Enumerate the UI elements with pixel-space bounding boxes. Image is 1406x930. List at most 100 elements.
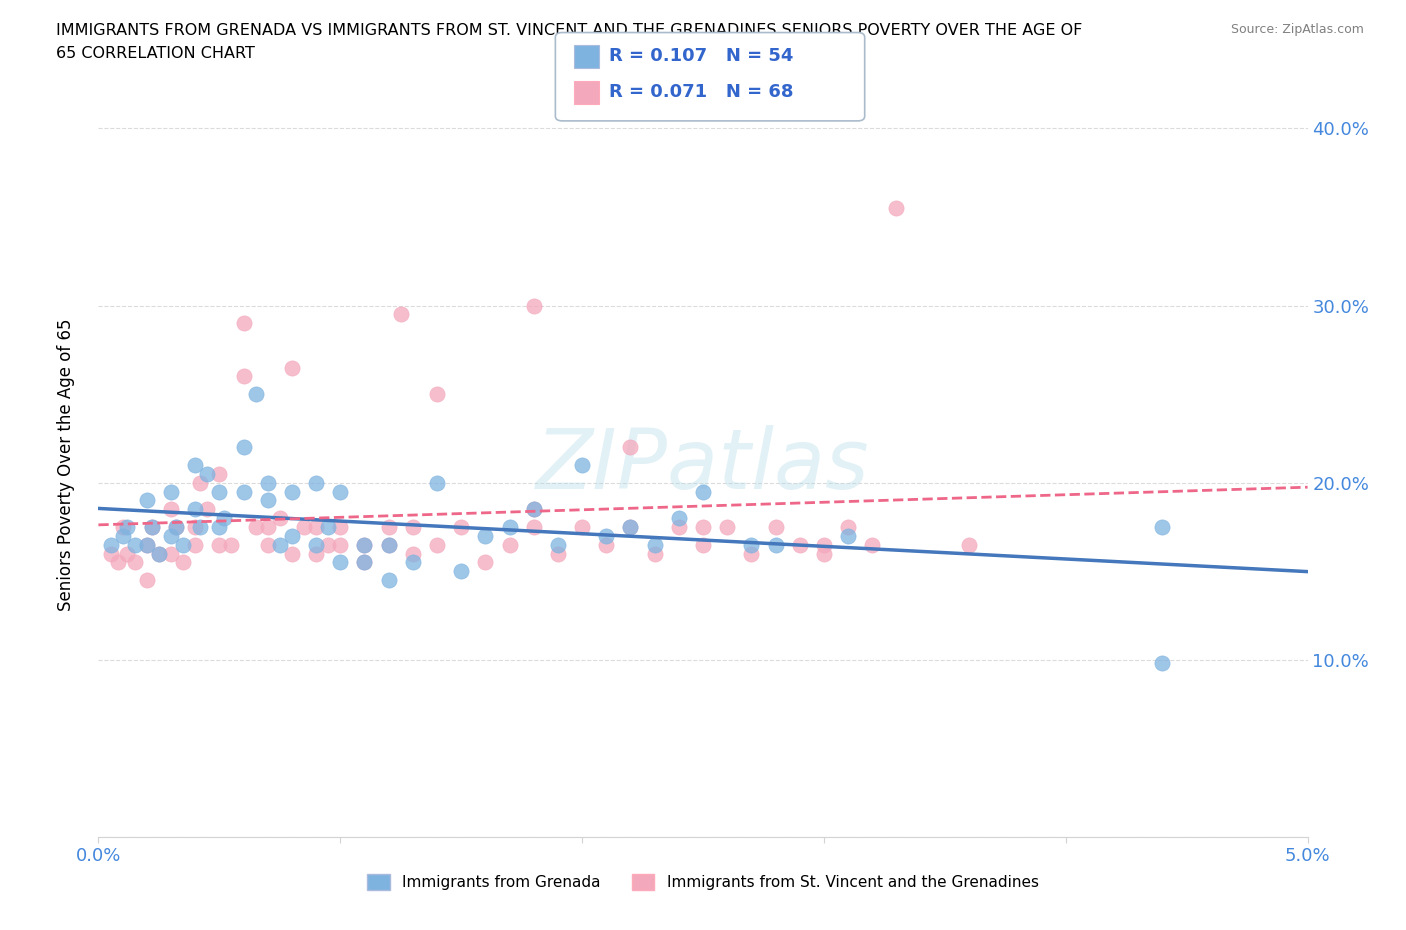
Point [329, 485, 352, 499]
Point [141, 520, 163, 535]
Point [426, 387, 449, 402]
Point [595, 528, 617, 543]
Point [402, 520, 425, 535]
Point [245, 520, 267, 535]
Point [135, 573, 157, 588]
Point [100, 538, 122, 552]
Point [957, 538, 980, 552]
Point [160, 485, 183, 499]
Point [547, 546, 569, 561]
Point [1152, 656, 1174, 671]
Text: 65 CORRELATION CHART: 65 CORRELATION CHART [56, 46, 254, 61]
Point [692, 485, 714, 499]
Point [165, 520, 187, 535]
Point [111, 528, 134, 543]
Point [269, 538, 291, 552]
Point [117, 546, 139, 561]
Point [281, 360, 304, 375]
Point [160, 546, 183, 561]
Point [389, 307, 412, 322]
Point [165, 520, 187, 535]
Point [377, 538, 399, 552]
Point [619, 440, 641, 455]
Point [474, 555, 496, 570]
Point [329, 538, 352, 552]
Point [316, 520, 339, 535]
Point [281, 485, 304, 499]
Point [426, 475, 449, 490]
Point [208, 538, 231, 552]
Point [208, 485, 231, 499]
Point [450, 520, 472, 535]
Point [256, 520, 278, 535]
Point [886, 201, 908, 216]
Point [305, 520, 328, 535]
Point [172, 538, 194, 552]
Point [619, 520, 641, 535]
Point [644, 538, 666, 552]
Point [765, 538, 787, 552]
Text: Source: ZipAtlas.com: Source: ZipAtlas.com [1230, 23, 1364, 36]
Point [160, 528, 183, 543]
Point [692, 520, 714, 535]
Text: ZIPatlas: ZIPatlas [536, 424, 870, 506]
Text: R = 0.071   N = 68: R = 0.071 N = 68 [609, 83, 793, 101]
Point [644, 546, 666, 561]
Point [329, 520, 352, 535]
Point [692, 538, 714, 552]
Point [124, 555, 146, 570]
Point [595, 538, 617, 552]
Point [195, 502, 218, 517]
Point [188, 520, 211, 535]
Point [195, 467, 218, 482]
Point [100, 546, 122, 561]
Point [716, 520, 738, 535]
Point [860, 538, 883, 552]
Point [377, 538, 399, 552]
Point [329, 555, 352, 570]
Point [269, 511, 291, 525]
Point [523, 520, 546, 535]
Point [141, 520, 163, 535]
Point [256, 493, 278, 508]
Point [124, 538, 146, 552]
Point [450, 564, 472, 578]
Point [172, 555, 194, 570]
Point [212, 511, 235, 525]
Point [135, 493, 157, 508]
Point [765, 520, 787, 535]
Point [619, 520, 641, 535]
Point [117, 520, 139, 535]
Point [232, 440, 254, 455]
Point [305, 546, 328, 561]
Point [232, 485, 254, 499]
Point [353, 538, 375, 552]
Point [232, 369, 254, 384]
Point [184, 538, 207, 552]
Point [837, 528, 859, 543]
Point [292, 520, 315, 535]
Point [523, 299, 546, 313]
Point [305, 538, 328, 552]
Point [668, 520, 690, 535]
Point [813, 538, 835, 552]
Point [111, 520, 134, 535]
Point [256, 538, 278, 552]
Point [316, 538, 339, 552]
Point [571, 520, 593, 535]
Point [107, 555, 129, 570]
Point [426, 538, 449, 552]
Point [148, 546, 170, 561]
Point [135, 538, 157, 552]
Point [208, 520, 231, 535]
Point [571, 458, 593, 472]
Y-axis label: Seniors Poverty Over the Age of 65: Seniors Poverty Over the Age of 65 [56, 319, 75, 611]
Point [523, 502, 546, 517]
Point [353, 538, 375, 552]
Point [523, 502, 546, 517]
Point [353, 555, 375, 570]
Point [256, 475, 278, 490]
Point [184, 458, 207, 472]
Legend: Immigrants from Grenada, Immigrants from St. Vincent and the Grenadines: Immigrants from Grenada, Immigrants from… [361, 868, 1045, 897]
Point [377, 520, 399, 535]
